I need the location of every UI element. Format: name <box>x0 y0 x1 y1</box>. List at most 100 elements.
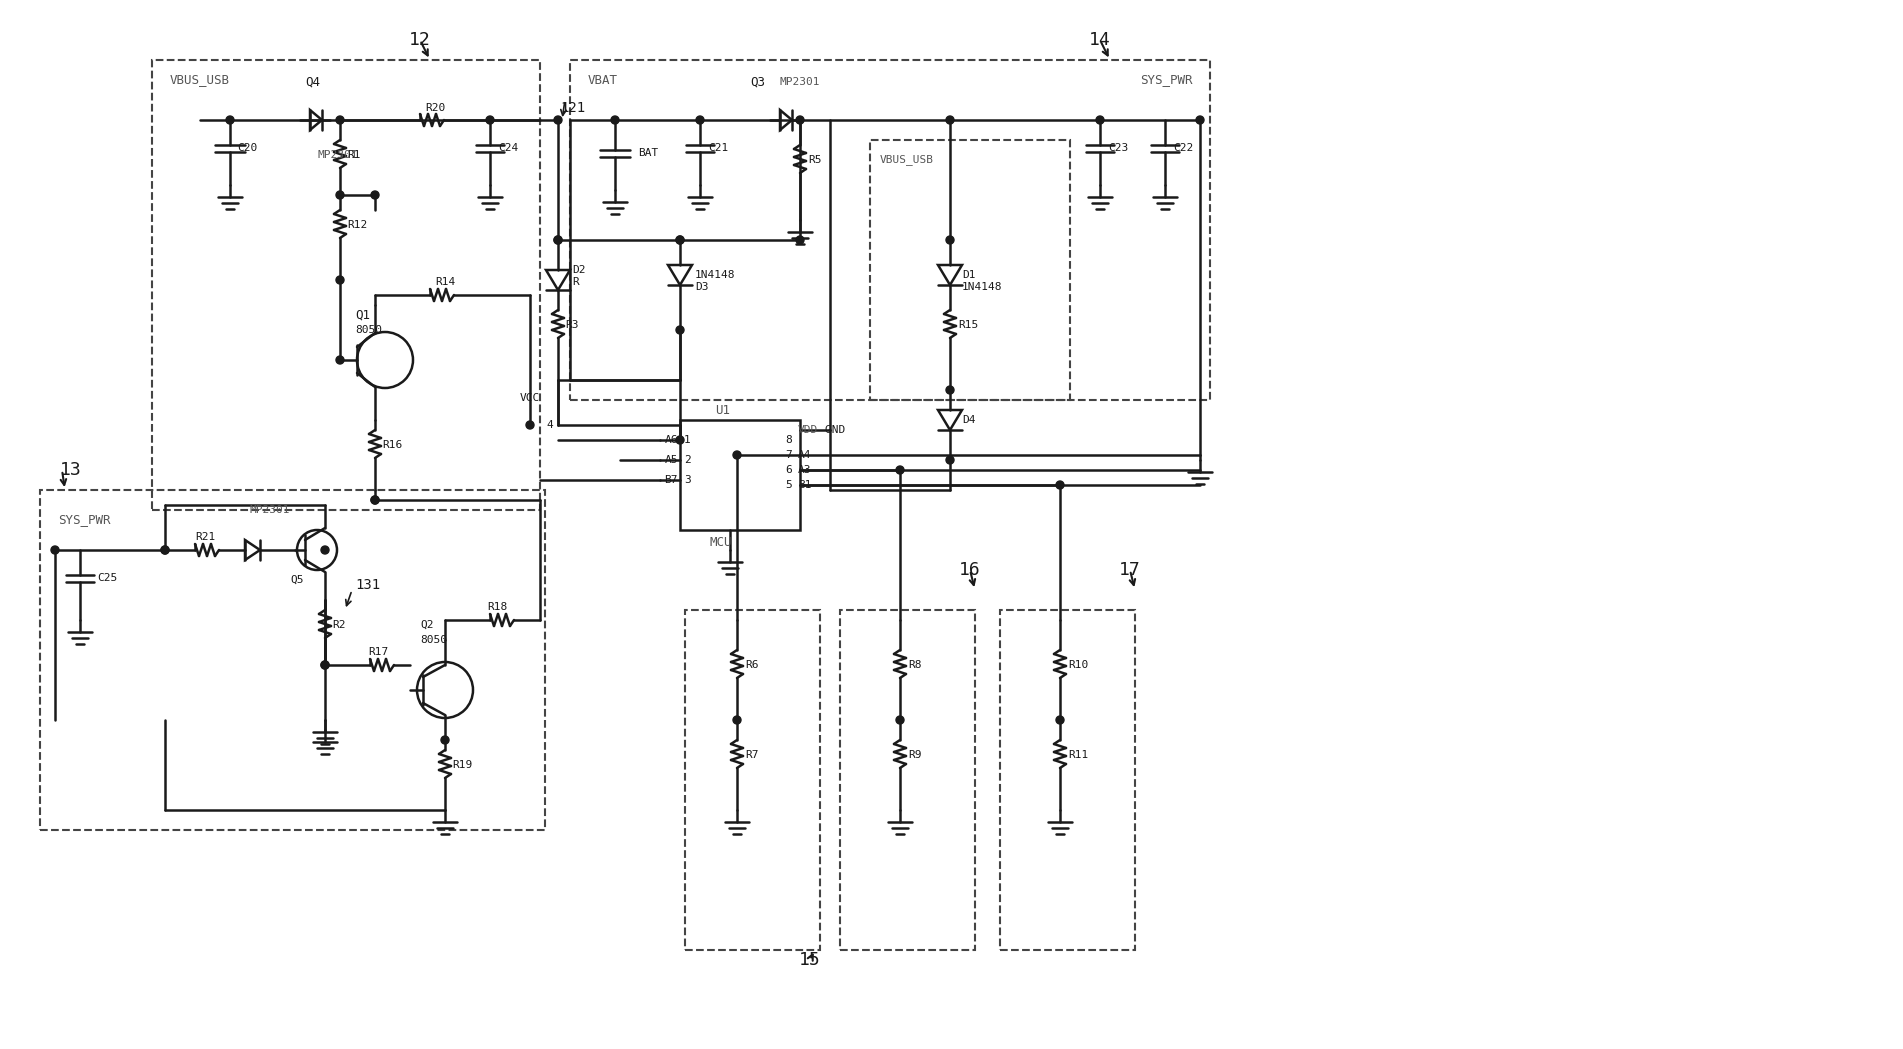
Text: 8: 8 <box>786 435 792 445</box>
Text: 1N4148: 1N4148 <box>695 270 735 280</box>
Text: 14: 14 <box>1089 31 1111 49</box>
Text: VDD: VDD <box>797 425 818 435</box>
Circle shape <box>946 456 953 464</box>
Circle shape <box>162 545 169 554</box>
Bar <box>679 420 799 530</box>
Text: R20: R20 <box>424 103 445 113</box>
Text: 16: 16 <box>959 561 980 579</box>
Circle shape <box>554 236 561 244</box>
Text: 12: 12 <box>409 31 430 49</box>
Text: R21: R21 <box>194 532 215 542</box>
Text: 1: 1 <box>683 435 691 445</box>
Text: SYS_PWR: SYS_PWR <box>57 514 110 527</box>
Text: 15: 15 <box>799 951 820 969</box>
Text: 121: 121 <box>559 101 584 115</box>
Text: GND: GND <box>797 425 845 435</box>
Circle shape <box>554 116 561 124</box>
Text: R16: R16 <box>383 440 402 450</box>
Text: MP2301: MP2301 <box>780 77 820 87</box>
Circle shape <box>51 545 59 554</box>
Text: R15: R15 <box>957 320 978 330</box>
Circle shape <box>733 716 740 724</box>
Text: A5: A5 <box>664 455 677 465</box>
Circle shape <box>485 116 495 124</box>
Text: 1N4148: 1N4148 <box>963 282 1003 292</box>
Circle shape <box>676 236 683 244</box>
Text: VBUS_USB: VBUS_USB <box>169 73 230 86</box>
Text: 2: 2 <box>683 455 691 465</box>
Circle shape <box>162 545 169 554</box>
Circle shape <box>1056 716 1064 724</box>
Circle shape <box>371 191 379 199</box>
Circle shape <box>795 236 803 244</box>
Text: A3: A3 <box>797 465 811 475</box>
Circle shape <box>1096 116 1104 124</box>
Text: MCU: MCU <box>710 535 733 549</box>
Text: R17: R17 <box>367 647 388 657</box>
Circle shape <box>946 386 953 394</box>
Text: R2: R2 <box>331 620 346 630</box>
Circle shape <box>441 736 449 744</box>
Text: 17: 17 <box>1119 561 1142 579</box>
Text: D4: D4 <box>963 415 976 425</box>
Text: R7: R7 <box>744 750 759 759</box>
Text: R18: R18 <box>487 602 508 612</box>
Text: R14: R14 <box>436 277 455 287</box>
Circle shape <box>946 236 953 244</box>
Text: C21: C21 <box>708 143 729 153</box>
Circle shape <box>337 356 344 364</box>
Text: R11: R11 <box>1068 750 1089 759</box>
Text: R12: R12 <box>346 220 367 230</box>
Text: VBAT: VBAT <box>588 73 618 86</box>
Text: D1: D1 <box>963 270 976 280</box>
Circle shape <box>337 116 344 124</box>
Text: C25: C25 <box>97 573 118 583</box>
Text: 7: 7 <box>786 450 792 461</box>
Text: R10: R10 <box>1068 660 1089 670</box>
Text: A6: A6 <box>664 435 677 445</box>
Text: R19: R19 <box>453 759 472 770</box>
Circle shape <box>676 236 683 244</box>
Text: 3: 3 <box>683 475 691 485</box>
Text: A4: A4 <box>797 450 811 461</box>
Circle shape <box>733 451 740 459</box>
Text: 4: 4 <box>546 420 554 430</box>
Text: C22: C22 <box>1172 143 1193 153</box>
Circle shape <box>525 421 535 429</box>
Text: C23: C23 <box>1108 143 1128 153</box>
Text: U1: U1 <box>716 404 731 416</box>
Text: R5: R5 <box>809 155 822 165</box>
Circle shape <box>371 496 379 504</box>
Text: C20: C20 <box>238 143 257 153</box>
Text: R9: R9 <box>908 750 921 759</box>
Circle shape <box>676 436 683 444</box>
Text: Q2: Q2 <box>421 620 434 630</box>
Circle shape <box>696 116 704 124</box>
Text: R8: R8 <box>908 660 921 670</box>
Circle shape <box>322 545 329 554</box>
Text: B1: B1 <box>797 480 811 490</box>
Circle shape <box>946 116 953 124</box>
Text: 8050: 8050 <box>356 325 383 335</box>
Text: R: R <box>573 277 579 287</box>
Text: 131: 131 <box>356 578 381 592</box>
Text: R3: R3 <box>565 320 579 330</box>
Text: VBUS_USB: VBUS_USB <box>879 154 934 166</box>
Text: VCC: VCC <box>520 393 540 403</box>
Text: 5: 5 <box>786 480 792 490</box>
Circle shape <box>226 116 234 124</box>
Circle shape <box>896 466 904 474</box>
Circle shape <box>676 326 683 334</box>
Text: MP2301: MP2301 <box>249 505 291 515</box>
Text: D2: D2 <box>573 265 586 275</box>
Circle shape <box>322 661 329 669</box>
Text: Q4: Q4 <box>304 76 320 88</box>
Text: MP2301: MP2301 <box>318 150 358 160</box>
Text: Q3: Q3 <box>750 76 765 88</box>
Circle shape <box>371 496 379 504</box>
Text: 6: 6 <box>786 465 792 475</box>
Text: 8050: 8050 <box>421 635 447 645</box>
Circle shape <box>337 276 344 284</box>
Text: 13: 13 <box>61 461 82 479</box>
Text: D3: D3 <box>695 282 708 292</box>
